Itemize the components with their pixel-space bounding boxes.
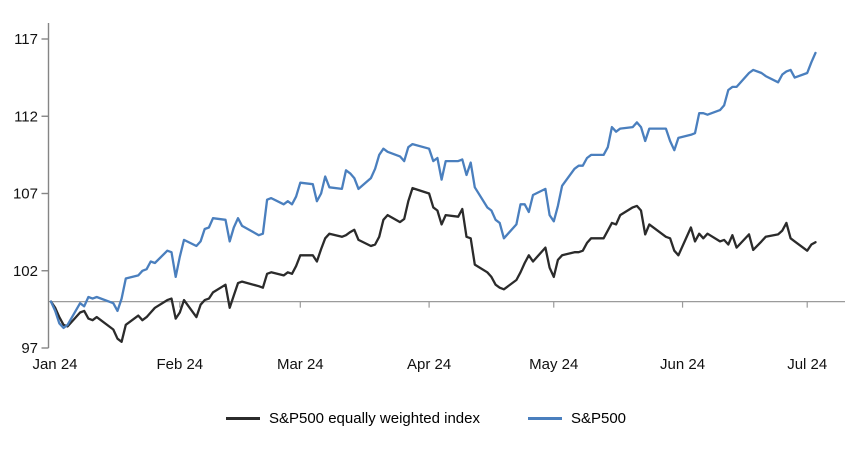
y-tick-label: 117 — [14, 31, 38, 48]
x-tick-label: May 24 — [529, 356, 578, 373]
series-line-sp500 — [49, 51, 817, 330]
x-tick-label: Feb 24 — [156, 356, 203, 373]
x-tick-label: Jan 24 — [32, 356, 77, 373]
y-tick-label: 112 — [14, 108, 38, 125]
series-line-equal-weight — [49, 186, 817, 343]
x-tick-label: Apr 24 — [407, 356, 451, 373]
y-tick-label: 107 — [13, 186, 38, 203]
x-tick-label: Mar 24 — [277, 356, 324, 373]
x-tick-label: Jun 24 — [660, 356, 705, 373]
x-tick-label: Jul 24 — [787, 356, 827, 373]
y-tick-label: 102 — [13, 263, 38, 280]
y-tick-label: 97 — [21, 340, 38, 357]
